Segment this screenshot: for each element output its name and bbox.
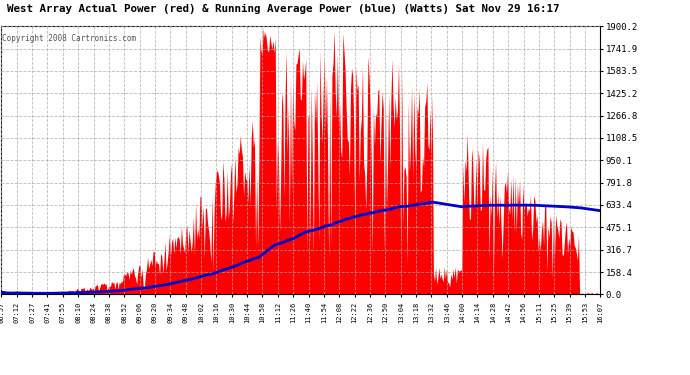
Text: Copyright 2008 Cartronics.com: Copyright 2008 Cartronics.com <box>2 34 136 43</box>
Text: West Array Actual Power (red) & Running Average Power (blue) (Watts) Sat Nov 29 : West Array Actual Power (red) & Running … <box>7 4 560 14</box>
